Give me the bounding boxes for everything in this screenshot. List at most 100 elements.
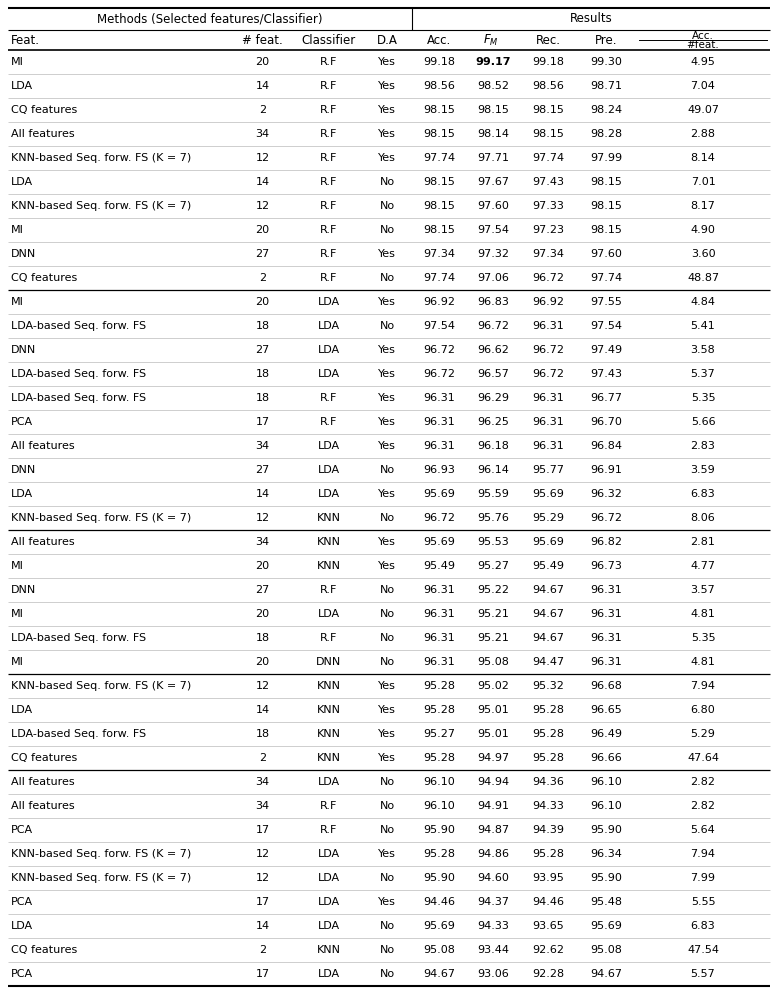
Text: No: No: [379, 225, 394, 235]
Text: 98.14: 98.14: [477, 129, 509, 139]
Text: Yes: Yes: [378, 153, 396, 163]
Text: 95.69: 95.69: [532, 489, 564, 499]
Text: 96.31: 96.31: [590, 657, 622, 667]
Text: LDA: LDA: [317, 369, 340, 379]
Text: 14: 14: [255, 177, 269, 187]
Text: No: No: [379, 969, 394, 979]
Text: R.F: R.F: [320, 273, 338, 283]
Text: LDA: LDA: [317, 489, 340, 499]
Text: Yes: Yes: [378, 489, 396, 499]
Text: All features: All features: [11, 129, 74, 139]
Text: 27: 27: [255, 249, 269, 259]
Text: 94.67: 94.67: [532, 609, 564, 619]
Text: 97.99: 97.99: [590, 153, 622, 163]
Text: 97.43: 97.43: [532, 177, 564, 187]
Text: 95.28: 95.28: [423, 849, 455, 859]
Text: 98.56: 98.56: [532, 81, 564, 91]
Text: 3.60: 3.60: [691, 249, 715, 259]
Text: 93.44: 93.44: [477, 945, 509, 955]
Text: 3.58: 3.58: [691, 345, 715, 355]
Text: 96.72: 96.72: [423, 369, 455, 379]
Text: R.F: R.F: [320, 633, 338, 643]
Text: 97.23: 97.23: [532, 225, 564, 235]
Text: 94.47: 94.47: [532, 657, 564, 667]
Text: 6.83: 6.83: [691, 921, 715, 931]
Text: 7.94: 7.94: [691, 681, 715, 691]
Text: 96.31: 96.31: [423, 393, 455, 403]
Text: 8.14: 8.14: [691, 153, 715, 163]
Text: PCA: PCA: [11, 417, 33, 427]
Text: Yes: Yes: [378, 345, 396, 355]
Text: 95.08: 95.08: [423, 945, 455, 955]
Text: 20: 20: [255, 561, 269, 571]
Text: 98.15: 98.15: [532, 105, 564, 115]
Text: 97.54: 97.54: [590, 321, 622, 331]
Text: 96.93: 96.93: [423, 465, 455, 475]
Text: No: No: [379, 921, 394, 931]
Text: R.F: R.F: [320, 825, 338, 835]
Text: CQ features: CQ features: [11, 273, 78, 283]
Text: 95.28: 95.28: [532, 753, 564, 763]
Text: 3.57: 3.57: [691, 585, 715, 595]
Text: 96.18: 96.18: [477, 441, 509, 451]
Text: 96.72: 96.72: [590, 513, 622, 523]
Text: No: No: [379, 801, 394, 811]
Text: DNN: DNN: [11, 465, 36, 475]
Text: 95.69: 95.69: [423, 921, 455, 931]
Text: 5.35: 5.35: [691, 393, 715, 403]
Text: 94.60: 94.60: [477, 873, 509, 883]
Text: 96.31: 96.31: [532, 441, 564, 451]
Text: Yes: Yes: [378, 417, 396, 427]
Text: 12: 12: [255, 873, 269, 883]
Text: 47.64: 47.64: [687, 753, 719, 763]
Text: Pre.: Pre.: [594, 34, 617, 47]
Text: 5.41: 5.41: [691, 321, 715, 331]
Text: PCA: PCA: [11, 969, 33, 979]
Text: 4.95: 4.95: [691, 57, 715, 67]
Text: 96.31: 96.31: [590, 609, 622, 619]
Text: KNN: KNN: [317, 561, 341, 571]
Text: 94.46: 94.46: [423, 897, 455, 907]
Text: 17: 17: [255, 969, 269, 979]
Text: 99.18: 99.18: [423, 57, 455, 67]
Text: PCA: PCA: [11, 825, 33, 835]
Text: 95.53: 95.53: [477, 537, 509, 547]
Text: 97.43: 97.43: [590, 369, 622, 379]
Text: KNN: KNN: [317, 705, 341, 715]
Text: KNN-based Seq. forw. FS (K = 7): KNN-based Seq. forw. FS (K = 7): [11, 153, 191, 163]
Text: 96.10: 96.10: [423, 777, 455, 787]
Text: LDA: LDA: [317, 873, 340, 883]
Text: 94.97: 94.97: [477, 753, 509, 763]
Text: Classifier: Classifier: [301, 34, 355, 47]
Text: LDA: LDA: [317, 897, 340, 907]
Text: 94.87: 94.87: [477, 825, 509, 835]
Text: 2.88: 2.88: [691, 129, 715, 139]
Text: 20: 20: [255, 57, 269, 67]
Text: 7.94: 7.94: [691, 849, 715, 859]
Text: 7.01: 7.01: [691, 177, 715, 187]
Text: LDA: LDA: [317, 345, 340, 355]
Text: No: No: [379, 321, 394, 331]
Text: KNN: KNN: [317, 945, 341, 955]
Text: KNN-based Seq. forw. FS (K = 7): KNN-based Seq. forw. FS (K = 7): [11, 201, 191, 211]
Text: Yes: Yes: [378, 561, 396, 571]
Text: 97.74: 97.74: [590, 273, 622, 283]
Text: 18: 18: [255, 633, 269, 643]
Text: 95.28: 95.28: [423, 705, 455, 715]
Text: 96.31: 96.31: [423, 441, 455, 451]
Text: 96.72: 96.72: [532, 369, 564, 379]
Text: 95.27: 95.27: [423, 729, 455, 739]
Text: Yes: Yes: [378, 81, 396, 91]
Text: 97.34: 97.34: [532, 249, 564, 259]
Text: 5.55: 5.55: [691, 897, 715, 907]
Text: LDA: LDA: [11, 81, 33, 91]
Text: 97.71: 97.71: [477, 153, 509, 163]
Text: DNN: DNN: [11, 585, 36, 595]
Text: 4.77: 4.77: [691, 561, 715, 571]
Text: 48.87: 48.87: [687, 273, 719, 283]
Text: 94.33: 94.33: [477, 921, 509, 931]
Text: No: No: [379, 657, 394, 667]
Text: 98.15: 98.15: [477, 105, 509, 115]
Text: 97.49: 97.49: [590, 345, 622, 355]
Text: 2.83: 2.83: [691, 441, 715, 451]
